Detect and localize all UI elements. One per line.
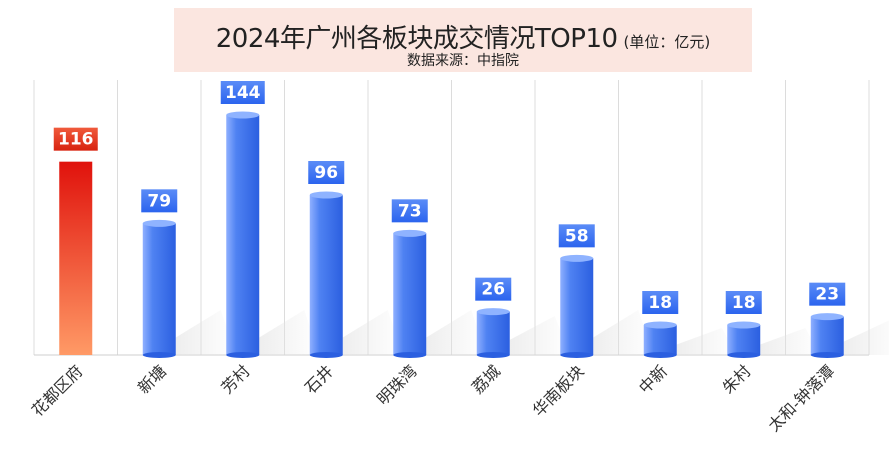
- bar-shadow: [843, 320, 889, 355]
- bar-shadow: [426, 310, 487, 355]
- bar-shadow: [676, 328, 737, 355]
- bar-top-cap: [643, 321, 677, 329]
- data-label: 23: [815, 285, 839, 305]
- bar-base-cap: [727, 352, 761, 358]
- data-label: 79: [147, 191, 171, 211]
- bar-shadow: [509, 316, 570, 355]
- value-label-box: [642, 291, 679, 314]
- data-label: 26: [481, 280, 505, 300]
- bar-朱村: [727, 325, 761, 355]
- bar-base-cap: [226, 352, 260, 358]
- chart-subtitle: 数据来源：中指院: [407, 53, 519, 69]
- x-tick-label: 中新: [635, 361, 671, 397]
- value-label-box: [141, 189, 178, 213]
- bar-shadow: [342, 310, 403, 355]
- value-label-box: [809, 282, 846, 306]
- x-tick-label: 荔城: [468, 361, 504, 397]
- x-tick-label: 芳村: [218, 361, 254, 397]
- data-label: 96: [314, 163, 338, 183]
- bar-石井: [309, 195, 343, 355]
- bar-base-cap: [810, 352, 844, 358]
- value-label-box: [308, 161, 345, 184]
- bar-荔城: [476, 311, 510, 355]
- data-label: 18: [732, 293, 756, 313]
- x-tick-label: 明珠湾: [373, 361, 420, 408]
- bar-shadow: [760, 328, 821, 355]
- bar-花都区府: [59, 161, 93, 355]
- data-label: 58: [565, 226, 589, 246]
- bar-中新: [643, 325, 677, 355]
- x-tick-label: 朱村: [719, 361, 755, 397]
- bar-base-cap: [560, 352, 594, 358]
- value-label-box: [475, 277, 512, 301]
- bar-shadow: [175, 310, 236, 355]
- bar-top-cap: [226, 111, 260, 119]
- title-box: 2024年广州各板块成交情况TOP10 (单位：亿元) 数据来源：中指院: [174, 8, 752, 72]
- chart-unit: (单位：亿元): [623, 33, 711, 51]
- x-tick-label: 华南板块: [529, 361, 588, 420]
- bar-base-cap: [142, 352, 176, 358]
- data-label: 18: [648, 293, 672, 313]
- chart-title-line: 2024年广州各板块成交情况TOP10 (单位：亿元): [174, 18, 752, 55]
- bar-top-cap: [810, 313, 844, 321]
- bar-top-cap: [476, 308, 510, 316]
- bar-base-cap: [476, 352, 510, 358]
- data-label: 73: [398, 201, 422, 221]
- bar-base-cap: [309, 352, 343, 358]
- bar-shadow: [259, 310, 320, 355]
- bar-top-cap: [142, 219, 176, 227]
- data-label: 116: [58, 130, 94, 150]
- bar-华南板块: [560, 258, 594, 355]
- x-tick-label: 太和-钟落潭: [764, 361, 838, 435]
- x-tick-label: 石井: [301, 361, 337, 397]
- chart-title: 2024年广州各板块成交情况TOP10: [215, 24, 618, 54]
- bar-top-cap: [727, 321, 761, 329]
- value-label-box: [558, 224, 595, 248]
- data-label: 144: [225, 83, 261, 103]
- bar-base-cap: [393, 352, 427, 358]
- bar-top-cap: [393, 229, 427, 237]
- bar-芳村: [226, 115, 260, 355]
- value-label-box: [725, 291, 762, 314]
- value-label-box: [391, 199, 428, 223]
- x-tick-label: 新塘: [134, 361, 170, 397]
- bar-shadow: [593, 310, 654, 355]
- bar-太和-钟落潭: [810, 316, 844, 355]
- bar-base-cap: [643, 352, 677, 358]
- value-label-box: [53, 127, 98, 151]
- bar-明珠湾: [393, 233, 427, 355]
- bar-top-cap: [309, 191, 343, 199]
- value-label-box: [220, 81, 265, 104]
- bar-新塘: [142, 223, 176, 355]
- x-tick-label: 花都区府: [28, 361, 87, 420]
- bar-top-cap: [560, 254, 594, 262]
